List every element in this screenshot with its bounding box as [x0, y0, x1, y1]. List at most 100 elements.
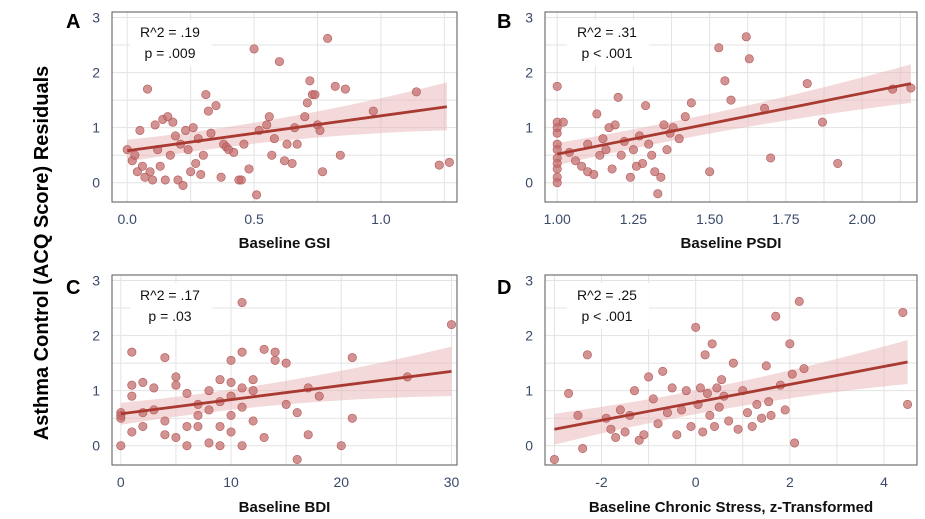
data-point [323, 33, 333, 43]
data-point [274, 57, 284, 67]
data-point [785, 339, 795, 349]
x-tick-label: 30 [444, 474, 460, 490]
data-point [292, 139, 302, 149]
data-point [611, 432, 621, 442]
data-point [264, 112, 274, 122]
plot-frame [544, 274, 918, 466]
data-point [717, 375, 727, 385]
data-point [833, 158, 843, 168]
data-point [178, 180, 188, 190]
x-tick-label: 0.5 [244, 211, 264, 227]
data-point [578, 443, 588, 453]
y-tick-label: 2 [525, 65, 533, 81]
data-point [653, 189, 663, 199]
data-point [903, 399, 913, 409]
data-point [347, 413, 357, 423]
data-point [314, 391, 324, 401]
data-point [446, 320, 456, 330]
data-point [170, 131, 180, 141]
data-point [292, 454, 302, 464]
data-point [318, 167, 328, 177]
x-axis-title: Baseline GSI [239, 235, 331, 252]
data-point [340, 84, 350, 94]
shared-y-axis-title: Asthma Control (ACQ Score) Residuals [31, 66, 53, 441]
data-point [191, 158, 201, 168]
data-point [686, 98, 696, 108]
p-value-label: p < .001 [582, 308, 633, 324]
data-point [686, 421, 696, 431]
data-point [650, 167, 660, 177]
data-point [552, 178, 562, 188]
data-point [216, 172, 226, 182]
data-point [262, 120, 272, 130]
data-point [598, 134, 608, 144]
data-point [698, 427, 708, 437]
data-point [145, 167, 155, 177]
data-point [143, 84, 153, 94]
x-tick-label: 0 [117, 474, 125, 490]
data-point [127, 380, 137, 390]
data-point [552, 128, 562, 138]
x-tick-label: 1.00 [544, 211, 571, 227]
data-point [752, 399, 762, 409]
data-point [287, 158, 297, 168]
regression-line [120, 369, 452, 416]
data-point [168, 117, 178, 127]
data-point [310, 90, 320, 100]
data-point [766, 153, 776, 163]
data-point [237, 441, 247, 451]
panel-d: D 0 1 2 3 -2 0 2 4 Baseline Chronic Stress, z-Tra… [497, 273, 918, 516]
data-point [244, 164, 254, 174]
p-value-label: p = .009 [145, 45, 196, 61]
data-point [595, 150, 605, 160]
data-point [616, 150, 626, 160]
y-tick-label: 2 [92, 65, 100, 81]
data-point [267, 150, 277, 160]
data-point [315, 125, 325, 135]
confidence-band [120, 346, 452, 425]
data-point [570, 156, 580, 166]
data-point [641, 101, 651, 111]
data-point [607, 164, 617, 174]
data-point [764, 397, 774, 407]
panel-letter: D [497, 277, 511, 299]
y-tick-label: 3 [92, 273, 100, 289]
data-point [549, 454, 559, 464]
data-point [160, 175, 170, 185]
data-point [714, 43, 724, 53]
regression-line [554, 360, 908, 431]
x-tick-label: -2 [595, 474, 608, 490]
data-point [610, 120, 620, 130]
data-point [305, 76, 315, 86]
plot-frame [111, 11, 458, 203]
r-squared-label: R^2 = .31 [577, 24, 637, 40]
data-point [771, 311, 781, 321]
data-point [155, 161, 165, 171]
x-tick-label: 1.0 [371, 211, 391, 227]
data-point [160, 430, 170, 440]
data-point [248, 375, 258, 385]
data-point [171, 380, 181, 390]
annotation-background [567, 20, 649, 66]
data-point [681, 386, 691, 396]
data-point [592, 109, 602, 119]
data-point [434, 160, 444, 170]
x-axis-title: Baseline PSDI [681, 235, 782, 252]
x-tick-label: 0.0 [117, 211, 137, 227]
data-point [368, 106, 378, 116]
y-tick-label: 3 [92, 10, 100, 26]
data-point [662, 145, 672, 155]
confidence-band [557, 64, 911, 166]
data-point [160, 353, 170, 363]
data-point [248, 416, 258, 426]
data-point [613, 92, 623, 102]
data-point [790, 438, 800, 448]
data-point [680, 112, 690, 122]
data-point [601, 145, 611, 155]
stats-annotation: R^2 = .25 p < .001 [567, 283, 649, 329]
x-tick-label: 4 [880, 474, 888, 490]
data-point [239, 139, 249, 149]
data-point [638, 158, 648, 168]
y-tick-label: 1 [525, 383, 533, 399]
